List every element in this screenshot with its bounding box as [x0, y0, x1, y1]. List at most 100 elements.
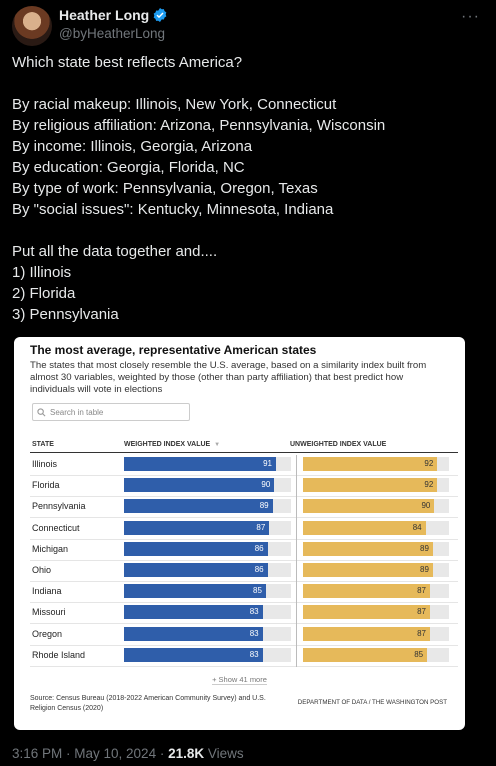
- weighted-bar-track: 83: [124, 647, 291, 662]
- state-name: Oregon: [32, 628, 63, 639]
- weighted-bar-track: 86: [124, 563, 291, 577]
- col-header-state[interactable]: STATE: [32, 441, 54, 448]
- unweighted-bar: 87: [303, 626, 431, 641]
- unweighted-bar: 87: [303, 605, 431, 620]
- col-header-weighted[interactable]: WEIGHTED INDEX VALUE ▼: [124, 441, 220, 448]
- row-separator: [30, 665, 458, 667]
- unweighted-bar: 87: [303, 584, 431, 599]
- timestamp[interactable]: 3:16 PM · May 10, 2024 ·: [12, 746, 169, 761]
- unweighted-bar-track: 92: [303, 478, 449, 493]
- search-icon: [37, 407, 46, 416]
- unweighted-bar-track: 87: [303, 605, 449, 620]
- unweighted-bar: 90: [303, 499, 435, 514]
- table-row: Indiana 85 87: [30, 582, 458, 604]
- source-note: Source: Census Bureau (2018-2022 America…: [30, 695, 266, 712]
- weighted-bar: 91: [124, 457, 276, 471]
- weighted-value: 83: [249, 628, 259, 638]
- unweighted-bar: 84: [303, 520, 426, 535]
- table-search-input[interactable]: Search in table: [32, 403, 190, 421]
- more-options-icon[interactable]: ···: [461, 8, 480, 25]
- unweighted-value: 87: [417, 628, 427, 638]
- weighted-bar-track: 86: [124, 541, 291, 556]
- chart-title: The most average, representative America…: [30, 343, 317, 357]
- weighted-value: 89: [259, 501, 269, 511]
- state-name: Connecticut: [32, 522, 80, 533]
- state-name: Pennsylvania: [32, 501, 86, 512]
- unweighted-bar: 85: [303, 647, 428, 662]
- weighted-bar: 86: [124, 541, 268, 556]
- weighted-value: 87: [256, 522, 266, 532]
- chart-subtitle: The states that most closely resemble th…: [30, 360, 427, 395]
- row-separator: [30, 623, 458, 625]
- state-name: Illinois: [32, 459, 58, 469]
- weighted-value: 86: [254, 543, 264, 553]
- unweighted-bar-track: 89: [303, 563, 449, 577]
- state-name: Missouri: [32, 607, 66, 618]
- weighted-bar: 83: [124, 647, 263, 662]
- table-row: Rhode Island 83 85: [30, 646, 458, 667]
- avatar[interactable]: [12, 6, 52, 46]
- row-separator: [30, 538, 458, 540]
- unweighted-value: 84: [412, 522, 422, 532]
- unweighted-bar-track: 89: [303, 541, 449, 556]
- unweighted-bar-track: 92: [303, 457, 449, 471]
- unweighted-value: 87: [417, 607, 427, 617]
- header-divider: [30, 452, 458, 453]
- row-separator: [30, 602, 458, 604]
- weighted-value: 85: [253, 586, 262, 596]
- state-name: Indiana: [32, 586, 62, 597]
- weighted-value: 83: [249, 649, 259, 659]
- weighted-bar: 86: [124, 563, 268, 577]
- credit-line: DEPARTMENT OF DATA / THE WASHINGTON POST: [297, 699, 447, 706]
- tweet-meta: 3:16 PM · May 10, 2024 · 21.8K Views: [12, 746, 244, 761]
- unweighted-bar-track: 85: [303, 647, 449, 662]
- show-more-button[interactable]: + Show 41 more: [14, 675, 465, 685]
- verified-badge-icon: [153, 8, 167, 22]
- row-separator: [30, 581, 458, 582]
- search-placeholder: Search in table: [50, 407, 104, 417]
- col-header-weighted-label: WEIGHTED INDEX VALUE: [124, 441, 211, 448]
- state-name: Michigan: [32, 543, 69, 554]
- unweighted-value: 89: [420, 543, 429, 553]
- handle[interactable]: @byHeatherLong: [59, 26, 166, 41]
- weighted-bar: 89: [124, 499, 273, 514]
- unweighted-value: 89: [420, 565, 429, 574]
- unweighted-value: 90: [421, 501, 431, 511]
- unweighted-value: 92: [424, 459, 434, 468]
- table-row: Ohio 86 89: [30, 561, 458, 582]
- unweighted-value: 87: [417, 586, 427, 596]
- weighted-bar-track: 83: [124, 605, 291, 620]
- state-name: Florida: [32, 480, 60, 491]
- unweighted-value: 92: [424, 480, 434, 490]
- unweighted-bar-track: 87: [303, 626, 449, 641]
- weighted-bar: 87: [124, 520, 270, 535]
- weighted-value: 91: [263, 459, 272, 468]
- col-header-unweighted[interactable]: UNWEIGHTED INDEX VALUE: [290, 441, 387, 448]
- weighted-bar: 83: [124, 605, 263, 620]
- unweighted-bar-track: 84: [303, 520, 449, 535]
- weighted-bar-track: 91: [124, 457, 291, 471]
- unweighted-bar: 92: [303, 478, 438, 493]
- row-separator: [30, 644, 458, 646]
- weighted-bar-track: 85: [124, 584, 291, 599]
- tweet-header: Heather Long @byHeatherLong ···: [12, 6, 484, 46]
- display-name[interactable]: Heather Long: [59, 7, 150, 23]
- embedded-chart-image[interactable]: The most average, representative America…: [14, 337, 465, 730]
- table-row: Missouri 83 87: [30, 603, 458, 625]
- weighted-bar-track: 90: [124, 478, 291, 493]
- weighted-bar: 90: [124, 478, 275, 493]
- weighted-bar-track: 83: [124, 626, 291, 641]
- unweighted-value: 85: [414, 649, 424, 659]
- sort-arrow-icon: ▼: [214, 442, 221, 448]
- weighted-value: 86: [254, 565, 264, 574]
- state-name: Ohio: [32, 565, 52, 575]
- row-separator: [30, 559, 458, 561]
- unweighted-bar: 89: [303, 541, 433, 556]
- unweighted-bar-track: 87: [303, 584, 449, 599]
- table-row: Florida 90 92: [30, 476, 458, 498]
- table-row: Oregon 83 87: [30, 625, 458, 646]
- table-row: Connecticut 87 84: [30, 519, 458, 540]
- unweighted-bar: 89: [303, 563, 433, 577]
- name-row: Heather Long: [59, 7, 168, 23]
- weighted-bar: 85: [124, 584, 266, 599]
